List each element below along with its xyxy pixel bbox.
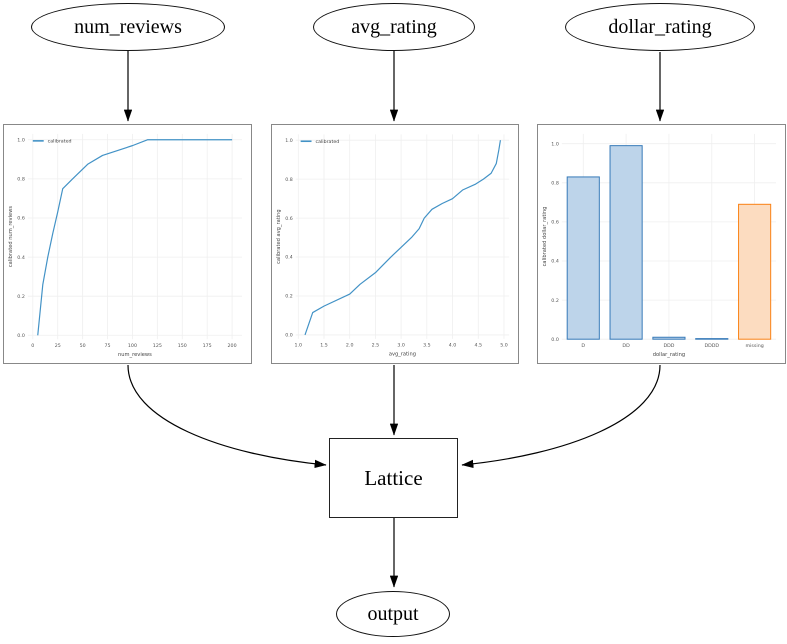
- chart-svg: calibrated 0 25 50 75 100 125 150 175 200 0.0 0.2 0.…: [8, 133, 243, 358]
- y-axis-label: calibrated avg_rating: [276, 209, 282, 264]
- calibrator-chart-num-reviews: calibrated 0 25 50 75 100 125 150 175 200 0.0 0.2 0.…: [3, 124, 252, 364]
- node-output-label: output: [367, 602, 419, 625]
- y-tick-label: 1.0: [551, 141, 559, 147]
- x-tick-label: 3.0: [397, 343, 405, 349]
- y-tick-label: 0.0: [285, 333, 293, 339]
- x-tick-label: 125: [153, 343, 162, 349]
- calibrator-chart-avg-rating: calibrated 1.0 1.5 2.0 2.5 3.0 3.5 4.0 4.5 5.0 0.0…: [271, 124, 519, 364]
- y-tick-label: 1.0: [17, 137, 25, 143]
- y-tick-label: 0.6: [551, 220, 559, 226]
- x-tick-label: 2.5: [372, 343, 380, 349]
- node-num-reviews: num_reviews: [31, 3, 225, 51]
- x-tick-label: missing: [745, 343, 763, 349]
- y-tick-label: 0.2: [551, 298, 559, 304]
- x-tick-label: 0: [31, 343, 34, 349]
- y-tick-label: 0.4: [285, 255, 293, 261]
- x-tick-label: 3.5: [423, 343, 431, 349]
- bar-D: [566, 176, 600, 340]
- node-dollar-rating-label: dollar_rating: [608, 15, 712, 38]
- y-tick-label: 0.8: [17, 177, 25, 183]
- y-tick-label: 0.0: [17, 333, 25, 339]
- edge-calibrator-dollar-rating-to-lattice: [461, 364, 661, 469]
- chart-svg: calibrated 1.0 1.5 2.0 2.5 3.0 3.5 4.0 4.5 5.0 0.0…: [276, 134, 510, 358]
- x-tick-label: DDD: [663, 343, 674, 349]
- y-tick-label: 0.2: [17, 294, 25, 300]
- legend-label: calibrated: [48, 139, 72, 145]
- node-avg-rating-label: avg_rating: [351, 15, 437, 38]
- x-tick-label: 4.0: [449, 343, 457, 349]
- series-calibrated: [37, 139, 233, 336]
- series-calibrated: [304, 140, 501, 336]
- node-lattice: Lattice: [329, 438, 458, 518]
- y-tick-label: 0.8: [551, 180, 559, 186]
- bar-DDDD: [695, 338, 729, 340]
- x-tick-label: 75: [105, 343, 111, 349]
- node-num-reviews-label: num_reviews: [74, 15, 182, 38]
- x-tick-label: DD: [622, 343, 630, 349]
- y-axis-label: calibrated dollar_rating: [542, 207, 548, 267]
- x-tick-label: 175: [203, 343, 212, 349]
- x-tick-label: 50: [80, 343, 86, 349]
- y-tick-label: 0.2: [285, 294, 293, 300]
- bar-missing: [738, 203, 772, 340]
- x-tick-label: 5.0: [500, 343, 508, 349]
- x-tick-label: 4.5: [474, 343, 482, 349]
- edge-calibrator-num-reviews-to-lattice: [127, 364, 327, 469]
- calibrator-chart-dollar-rating: D DD DDD DDDD missing 0.0 0.2 0.4 0.6 0.8 1.0 dolla…: [537, 124, 786, 364]
- node-lattice-label: Lattice: [364, 465, 423, 490]
- x-axis-label: avg_rating: [389, 352, 416, 358]
- x-axis-label: dollar_rating: [653, 352, 685, 358]
- x-tick-label: 100: [128, 343, 137, 349]
- y-tick-label: 0.8: [285, 177, 293, 183]
- y-tick-label: 1.0: [285, 138, 293, 144]
- chart-svg: D DD DDD DDDD missing0.00.20.40.60.81.0dolla…: [542, 133, 777, 358]
- x-tick-label: 200: [228, 343, 237, 349]
- y-tick-label: 0.4: [17, 255, 25, 261]
- x-tick-label: 2.0: [346, 343, 354, 349]
- legend-label: calibrated: [315, 139, 339, 145]
- x-tick-label: 1.0: [295, 343, 303, 349]
- x-tick-label: DDDD: [704, 343, 719, 349]
- x-tick-label: 1.5: [320, 343, 328, 349]
- x-tick-label: D: [581, 343, 585, 349]
- node-dollar-rating: dollar_rating: [565, 3, 755, 51]
- node-output: output: [336, 591, 450, 637]
- x-axis-label: num_reviews: [118, 352, 152, 358]
- y-axis-label: calibrated num_reviews: [8, 206, 14, 268]
- y-tick-label: 0.6: [285, 216, 293, 222]
- y-tick-label: 0.0: [551, 337, 559, 343]
- y-tick-label: 0.6: [17, 216, 25, 222]
- bar-DDD: [652, 336, 686, 340]
- bar-DD: [609, 145, 643, 340]
- y-tick-label: 0.4: [551, 259, 559, 265]
- x-tick-label: 150: [178, 343, 187, 349]
- node-avg-rating: avg_rating: [313, 3, 475, 51]
- x-tick-label: 25: [55, 343, 61, 349]
